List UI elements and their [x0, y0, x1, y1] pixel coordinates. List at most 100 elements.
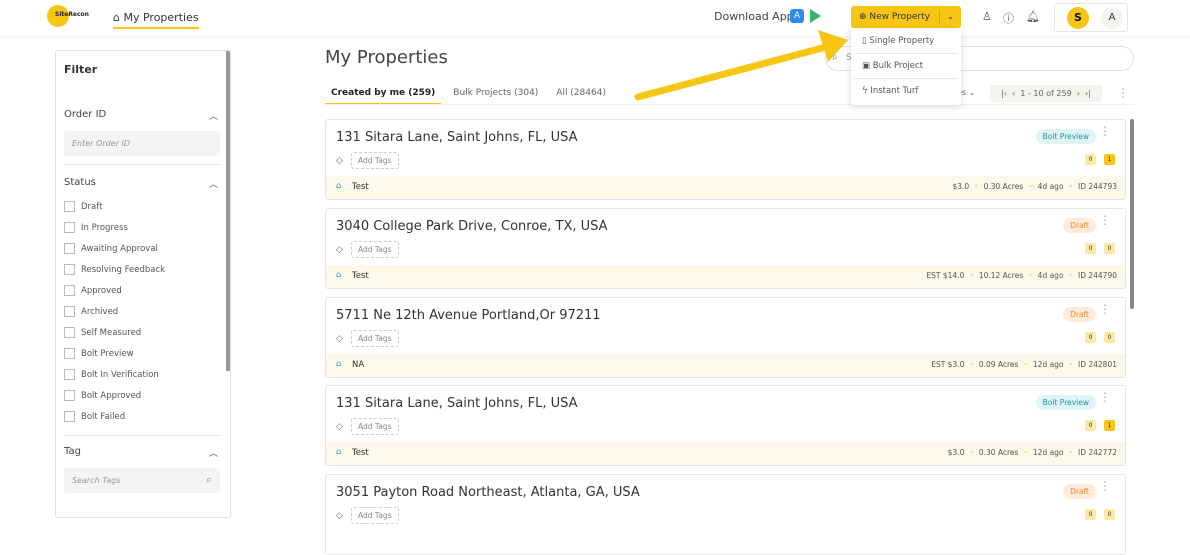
per-page-select[interactable]: es ⌄ [957, 88, 976, 97]
status-checkbox[interactable]: Bolt In Verification [64, 369, 159, 380]
checkbox[interactable] [64, 243, 75, 254]
pagination: |‹ ‹ 1 - 10 of 259 › ›| [990, 85, 1102, 102]
chevron-up-icon[interactable]: ︿ [209, 449, 219, 459]
status-badge: Draft [1063, 307, 1096, 322]
age: 12d ago [1032, 360, 1064, 369]
add-tags-button[interactable]: Add Tags [351, 241, 399, 258]
house-icon: ⌂ [336, 359, 342, 369]
property-card[interactable]: 131 Sitara Lane, Saint Johns, FL, USA Bol… [325, 385, 1126, 466]
comment-icon[interactable]: 0 [1085, 509, 1096, 520]
notes-icon[interactable]: 0 [1104, 332, 1115, 343]
property-card[interactable]: 5711 Ne 12th Avenue Portland,Or 97211 Dra… [325, 297, 1126, 378]
add-tags-button[interactable]: Add Tags [351, 152, 399, 169]
add-tags-button[interactable]: Add Tags [351, 330, 399, 347]
status-checkbox[interactable]: Bolt Preview [64, 348, 134, 359]
checkbox[interactable] [64, 201, 75, 212]
main-scrollbar[interactable] [1130, 119, 1134, 309]
search-input[interactable]: ⌕ S [825, 46, 1134, 71]
comment-icon[interactable]: 0 [1085, 154, 1096, 165]
more-options-icon[interactable]: ⋮ [1117, 86, 1129, 100]
acres: 0.30 Acres [978, 448, 1019, 457]
plus-circle-icon: ⊕ [859, 12, 870, 22]
property-card[interactable]: 3040 College Park Drive, Conroe, TX, USA… [325, 208, 1126, 289]
order-id-label: Order ID [64, 109, 107, 120]
prev-page-icon[interactable]: ‹ [1012, 89, 1016, 98]
status-badge: Draft [1063, 218, 1096, 233]
checkbox[interactable] [64, 348, 75, 359]
status-checkbox[interactable]: Bolt Approved [64, 390, 141, 401]
customer-name: Test [352, 448, 369, 458]
property-address[interactable]: 3051 Payton Road Northeast, Atlanta, GA,… [336, 485, 640, 500]
notes-icon[interactable]: 0 [1104, 243, 1115, 254]
house-icon: ⌂ [336, 181, 342, 191]
menu-item-single-property[interactable]: ▯ Single Property [854, 29, 958, 54]
checkbox[interactable] [64, 390, 75, 401]
status-checkbox[interactable]: Approved [64, 285, 122, 296]
menu-item-instant-turf[interactable]: ϟ Instant Turf [862, 86, 919, 96]
add-tags-button[interactable]: Add Tags [351, 418, 399, 435]
search-icon: ⌕ [205, 473, 212, 486]
status-checkbox[interactable]: Bolt Failed [64, 411, 125, 422]
checkbox[interactable] [64, 285, 75, 296]
last-page-icon[interactable]: ›| [1085, 89, 1091, 98]
tag-icon: ◇ [336, 511, 343, 521]
checkbox[interactable] [64, 222, 75, 233]
new-property-button[interactable]: ⊕ New Property ⌄ [851, 6, 961, 28]
property-card[interactable]: 131 Sitara Lane, Saint Johns, FL, USA Bol… [325, 119, 1126, 200]
status-checkbox[interactable]: In Progress [64, 222, 128, 233]
status-checkbox[interactable]: Self Measured [64, 327, 141, 338]
chevron-up-icon[interactable]: ︿ [209, 112, 219, 122]
comment-icon[interactable]: 0 [1085, 420, 1096, 431]
comment-icon[interactable]: 0 [1085, 243, 1096, 254]
chevron-up-icon[interactable]: ︿ [209, 180, 219, 190]
property-address[interactable]: 131 Sitara Lane, Saint Johns, FL, USA [336, 396, 578, 411]
card-footer: ⌂ Test $3.0 • 0.30 Acres • 12d ago • ID 242772 [326, 442, 1125, 465]
logo[interactable]: SiteRecon [47, 5, 89, 27]
notes-icon[interactable]: 1 [1104, 154, 1115, 165]
tag-icon: ◇ [336, 245, 343, 255]
property-address[interactable]: 3040 College Park Drive, Conroe, TX, USA [336, 219, 608, 234]
tag-search-input[interactable]: Search Tags ⌕ [64, 468, 220, 493]
new-property-dropdown: ▯ Single Property ▣ Bulk Project ϟ Insta… [851, 29, 961, 105]
user-icon[interactable]: ♙ [982, 10, 992, 23]
filter-scrollbar[interactable] [226, 51, 230, 371]
google-play-icon[interactable] [810, 9, 821, 23]
tag-icon: ◇ [336, 156, 343, 166]
app-store-icon[interactable]: A [790, 9, 804, 23]
status-checkbox[interactable]: Draft [64, 201, 102, 212]
next-page-icon[interactable]: › [1076, 89, 1080, 98]
card-footer: ⌂ Test $3.0 • 0.30 Acres • 4d ago • ID 244793 [326, 176, 1125, 199]
home-icon: ⌂ [113, 11, 124, 24]
status-checkbox[interactable]: Awaiting Approval [64, 243, 158, 254]
bell-icon[interactable]: 🔔︎ [1026, 10, 1040, 23]
first-page-icon[interactable]: |‹ [1001, 89, 1007, 98]
checkbox[interactable] [64, 369, 75, 380]
help-icon[interactable]: ⓘ [1003, 12, 1014, 25]
comment-icon[interactable]: 0 [1085, 332, 1096, 343]
nav-my-properties[interactable]: ⌂ My Properties [113, 11, 199, 29]
property-address[interactable]: 131 Sitara Lane, Saint Johns, FL, USA [336, 130, 578, 145]
status-checkbox[interactable]: Archived [64, 306, 118, 317]
tab-bulk-projects[interactable]: Bulk Projects (304) [453, 88, 539, 98]
property-id: ID 244790 [1077, 271, 1117, 280]
order-id-input[interactable]: Enter Order ID [64, 131, 220, 156]
tab-all[interactable]: All (28464) [556, 88, 606, 98]
checkbox[interactable] [64, 306, 75, 317]
filter-panel: Filter Order ID ︿ Enter Order ID Status … [55, 50, 231, 518]
status-badge: Bolt Preview [1035, 395, 1096, 410]
checkbox[interactable] [64, 327, 75, 338]
chevron-down-icon[interactable]: ⌄ [939, 10, 961, 24]
notes-icon[interactable]: 0 [1104, 509, 1115, 520]
status-checkbox[interactable]: Resolving Feedback [64, 264, 165, 275]
price: EST $14.0 [926, 271, 965, 280]
customer-name: Test [352, 271, 369, 281]
checkbox[interactable] [64, 264, 75, 275]
checkbox[interactable] [64, 411, 75, 422]
age: 4d ago [1037, 271, 1064, 280]
notes-icon[interactable]: 1 [1104, 420, 1115, 431]
property-address[interactable]: 5711 Ne 12th Avenue Portland,Or 97211 [336, 308, 601, 323]
top-bar: SiteRecon ⌂ My Properties Download App A… [0, 0, 1190, 36]
acres: 0.30 Acres [983, 182, 1024, 191]
menu-item-bulk-project[interactable]: ▣ Bulk Project [854, 54, 958, 79]
